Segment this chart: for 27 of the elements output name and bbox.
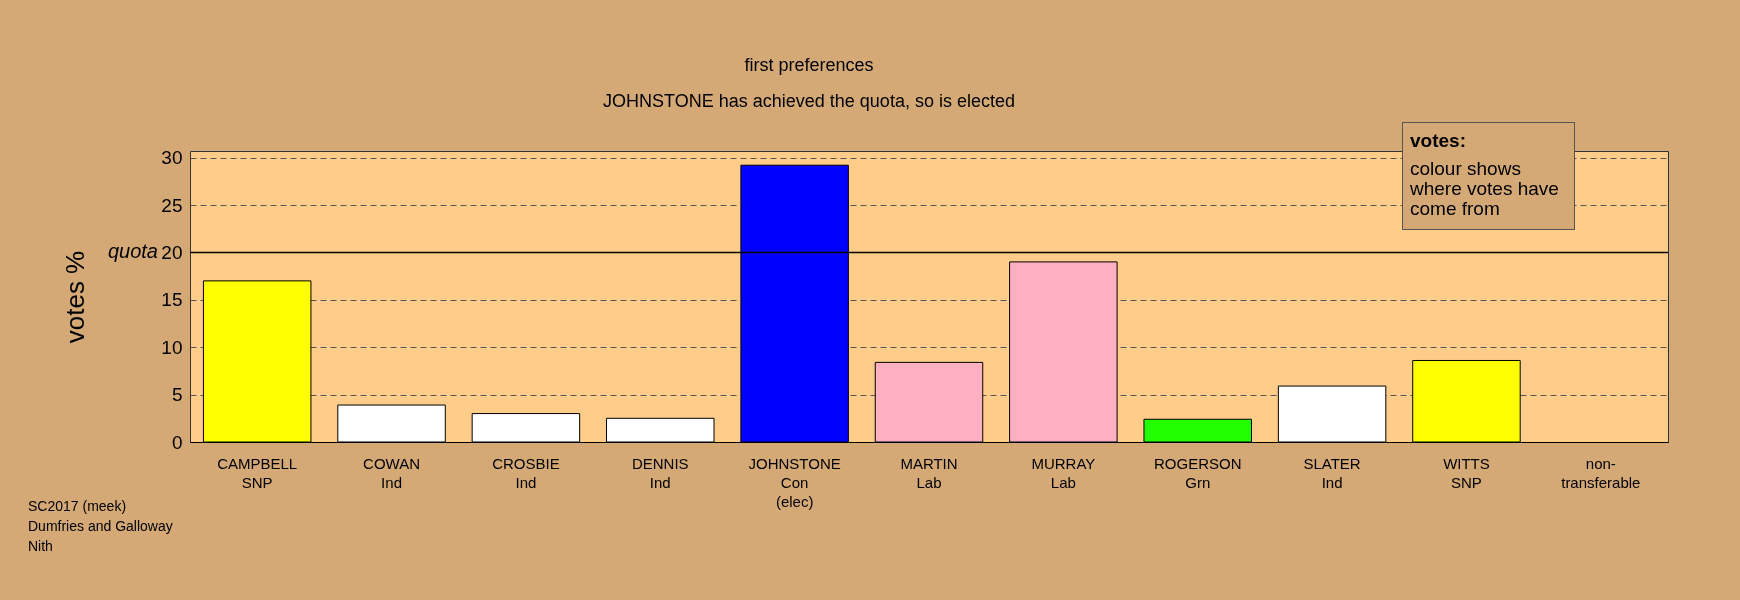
text: SC2017 (meek) xyxy=(28,497,128,516)
y-tick-label: 25 xyxy=(161,194,183,216)
text: Dumfries and Galloway xyxy=(28,517,173,536)
text: votes: xyxy=(1410,130,1467,151)
x-tick-label: MURRAY Lab xyxy=(1031,454,1096,491)
y-tick-label: 5 xyxy=(171,384,183,406)
x-tick-label: WITTS SNP xyxy=(1443,454,1490,491)
annotation: colour shows where votes have come from xyxy=(1410,158,1560,219)
y-tick-label: 10 xyxy=(161,336,183,358)
x-tick-label: JOHNSTONE Con (elec) xyxy=(748,454,841,510)
y-tick-label: 0 xyxy=(171,431,183,453)
x-tick-label: non- transferable xyxy=(1561,454,1641,491)
y-tick-label: 20 xyxy=(161,241,183,263)
x-tick-label: ROGERSON Grn xyxy=(1153,454,1242,491)
y-tick-label: 15 xyxy=(161,289,183,311)
y-tick-label: 30 xyxy=(161,147,183,169)
x-tick-label: DENNIS Ind xyxy=(631,454,689,491)
y-axis-title: votes % xyxy=(60,250,91,344)
x-tick-label: COWAN Ind xyxy=(363,454,421,491)
chart-subtitle: JOHNSTONE has achieved the quota, so is elected xyxy=(603,90,1015,111)
text: Nith xyxy=(28,537,54,556)
ref-line-label: quota xyxy=(107,240,158,263)
x-tick-label: CROSBIE Ind xyxy=(492,454,560,491)
x-tick-label: MARTIN Lab xyxy=(900,454,958,491)
x-tick-label: SLATER Ind xyxy=(1303,454,1361,491)
chart-title: first preferences xyxy=(744,54,874,75)
x-tick-label: CAMPBELL SNP xyxy=(217,454,298,491)
